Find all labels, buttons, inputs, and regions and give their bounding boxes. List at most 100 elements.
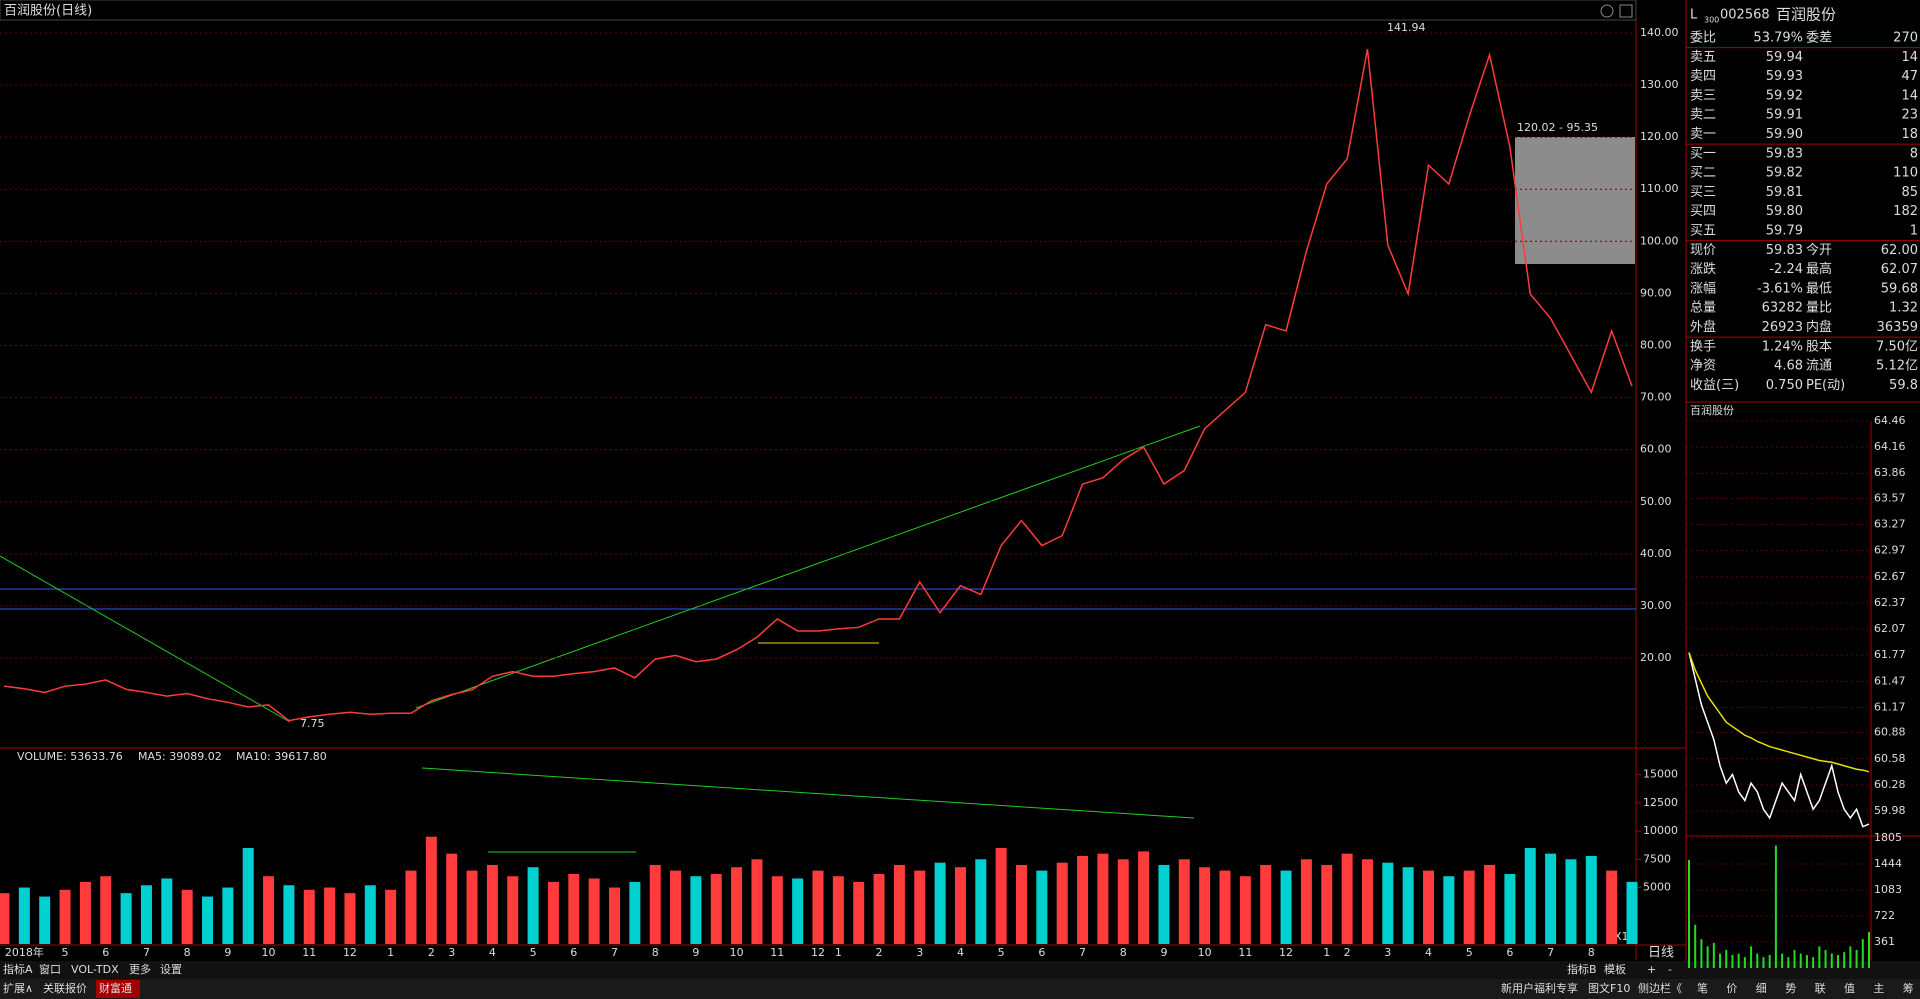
order-label: 卖一 (1690, 127, 1716, 142)
intraday-volume-bar (1799, 953, 1802, 968)
y-tick-label: 61.77 (1874, 648, 1906, 661)
intraday-volume-bar (1762, 957, 1765, 968)
intraday-volume-bar (1731, 955, 1734, 968)
x-tick-label: 1 (387, 946, 394, 959)
x-tick-label: 6 (570, 946, 577, 959)
x-tick-label: 8 (184, 946, 191, 959)
y-tick-label: 63.57 (1874, 491, 1906, 504)
toolbar-button[interactable]: + (1647, 963, 1656, 976)
intraday-volume-bar (1700, 939, 1703, 968)
trend-line (0, 555, 291, 723)
x-tick-label: 8 (1120, 946, 1127, 959)
toolbar-button[interactable]: 更多 (129, 962, 151, 976)
volume-bar (812, 870, 824, 944)
side-tab[interactable]: 势 (1785, 982, 1796, 995)
side-tab[interactable]: 笔 (1697, 981, 1708, 995)
range-box (1515, 137, 1635, 264)
intraday-volume-bar (1824, 949, 1827, 968)
side-tab[interactable]: 细 (1756, 982, 1767, 995)
intraday-volume-bar (1719, 953, 1722, 968)
toolbar-button[interactable]: 设置 (160, 963, 182, 976)
intraday-volume-bar (1743, 957, 1746, 968)
y-tick-label: 90.00 (1640, 286, 1672, 299)
y-tick-label: 5000 (1643, 881, 1671, 894)
order-volume: 110 (1893, 166, 1918, 181)
stat-value: 59.8 (1889, 378, 1918, 393)
x-tick-label: 5 (998, 946, 1005, 959)
x-tick-label: 10 (730, 946, 744, 959)
order-label: 卖五 (1690, 50, 1716, 65)
ma5-label: MA5: 39089.02 (138, 750, 222, 763)
x-tick-label: 11 (1238, 946, 1252, 959)
stat-label: 总量 (1690, 301, 1716, 316)
y-tick-label: 61.17 (1874, 700, 1906, 713)
toolbar-button[interactable]: VOL-TDX (71, 963, 119, 976)
toolbar-button[interactable]: 窗口 (39, 962, 61, 976)
volume-bar (649, 864, 661, 944)
y-tick-label: 60.58 (1874, 752, 1906, 765)
volume-bar (1443, 876, 1455, 944)
maximize-button[interactable] (1619, 4, 1633, 18)
bottom-button[interactable]: 新用户福利专享 (1501, 981, 1578, 995)
bottom-button[interactable]: 关联报价 (43, 981, 87, 995)
intraday-volume-bar (1855, 949, 1858, 968)
x-tick-label: 12 (1279, 946, 1293, 959)
bottom-button[interactable]: 侧边栏《 (1638, 981, 1682, 995)
x-tick-label: 3 (916, 946, 923, 959)
intraday-volume-bar (1737, 953, 1740, 968)
volume-bar (609, 887, 620, 944)
toolbar-button[interactable]: 模板 (1604, 962, 1626, 976)
volume-bar (120, 893, 132, 944)
code: 002568 (1720, 8, 1770, 23)
x-tick-label: 2 (428, 946, 435, 959)
side-tab[interactable]: 筹 (1903, 981, 1914, 995)
stat-value: 62.07 (1881, 262, 1918, 277)
intraday-volume-bar (1688, 859, 1690, 968)
order-label: 买三 (1690, 185, 1716, 200)
settings-icon[interactable] (1600, 4, 1614, 18)
order-price: 59.80 (1766, 204, 1803, 219)
x-tick-label: 2 (876, 946, 883, 959)
stat-value: 0.750 (1766, 378, 1803, 393)
y-tick-label: 64.46 (1874, 414, 1906, 427)
toolbar-button[interactable]: 指标B (1567, 962, 1597, 976)
side-tab[interactable]: 联 (1815, 982, 1826, 995)
side-tab[interactable]: 值 (1844, 982, 1855, 995)
stat-value: 36359 (1877, 320, 1918, 335)
intraday-volume-bar (1805, 955, 1808, 968)
intraday-volume-bar (1787, 957, 1790, 968)
volume-bar (1158, 864, 1170, 944)
low-label: 7.75 (300, 717, 325, 730)
volume-bar (914, 870, 926, 944)
bottom-button[interactable]: 财富通 (99, 981, 132, 995)
peak-label: 141.94 (1387, 21, 1426, 34)
y-tick-label: 140.00 (1640, 26, 1679, 39)
side-tab[interactable]: 价 (1726, 982, 1737, 995)
y-tick-label: 361 (1874, 935, 1895, 948)
intraday-volume-bar (1725, 949, 1728, 968)
volume-bar (1117, 859, 1129, 944)
trend-line (415, 425, 1201, 709)
volume-bar (364, 885, 376, 944)
volume-bar (588, 878, 600, 944)
stat-value: 1.32 (1889, 301, 1918, 316)
bottom-button[interactable]: 扩展∧ (3, 981, 33, 995)
stat-value: 62.00 (1881, 243, 1918, 258)
y-tick-label: 63.86 (1874, 466, 1906, 479)
volume-bar (1626, 881, 1638, 944)
side-tab[interactable]: 主 (1873, 982, 1884, 995)
y-tick-label: 50.00 (1640, 495, 1672, 508)
order-label: 卖二 (1690, 108, 1716, 123)
volume-bar (1097, 853, 1109, 944)
intraday-volume-bar (1868, 931, 1870, 968)
stat-value: 59.83 (1766, 243, 1803, 258)
x-tick-label: 3 (448, 946, 455, 959)
bottom-button[interactable]: 图文F10 (1588, 981, 1630, 995)
toolbar-button[interactable]: - (1668, 963, 1672, 976)
toolbar-button[interactable]: 指标A (3, 962, 33, 976)
title-bar (0, 0, 1637, 21)
y-tick-label: 80.00 (1640, 338, 1672, 351)
volume-bar (1341, 853, 1353, 944)
volume-bar (486, 864, 498, 944)
intraday-volume-bar (1694, 924, 1697, 968)
